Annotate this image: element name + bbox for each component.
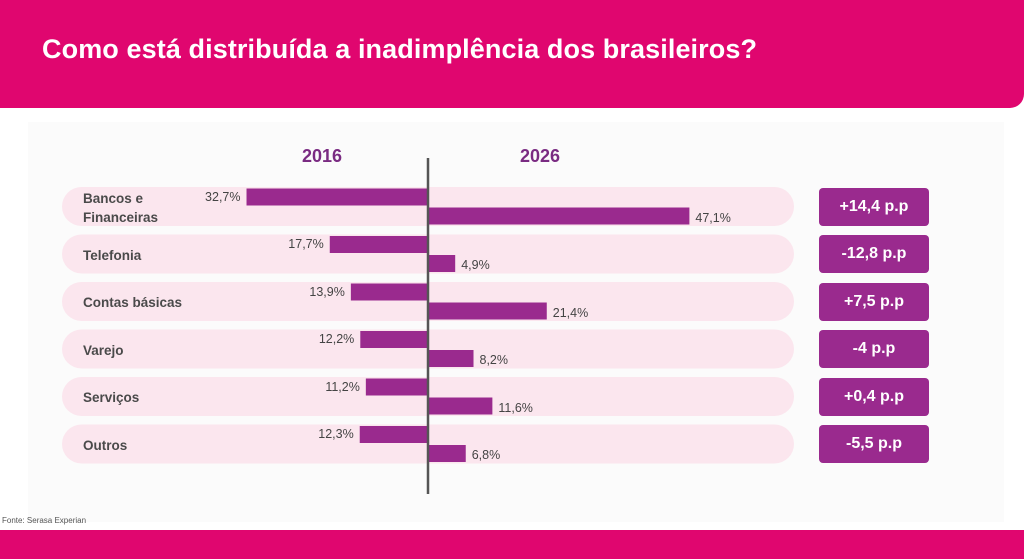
value-label-2026: 11,6% [498, 400, 533, 415]
difference-badge: -4 p.p [819, 330, 929, 368]
category-label-line: Varejo [83, 342, 124, 358]
bar-2026 [428, 350, 474, 367]
bar-2026 [428, 255, 456, 272]
difference-badge: +14,4 p.p [819, 187, 929, 226]
bar-2026 [428, 207, 690, 225]
difference-badge: -5,5 p.p [819, 425, 929, 463]
bar-2016 [360, 331, 428, 348]
category-label-line: Telefonia [83, 247, 142, 263]
difference-badge: +7,5 p.p [819, 282, 929, 321]
category-label-line: Serviços [83, 390, 140, 405]
value-label-2016: 17,7% [288, 237, 324, 251]
category-label-line: Financeiras [83, 209, 159, 225]
value-label-2016: 13,9% [309, 284, 345, 299]
difference-badge: +0,4 p.p [819, 377, 929, 416]
category-label: Serviços [83, 388, 193, 407]
category-label-line: Bancos e [83, 190, 144, 206]
bar-2016 [365, 378, 428, 396]
bar-2026 [428, 397, 493, 415]
value-label-2016: 11,2% [325, 379, 360, 394]
bar-2016 [350, 283, 428, 301]
value-label-2026: 8,2% [479, 353, 509, 367]
category-label: Contas básicas [83, 293, 193, 312]
category-label: Outros [83, 436, 193, 455]
bar-2026 [428, 302, 547, 320]
value-label-2026: 47,1% [695, 210, 731, 225]
value-label-2016: 32,7% [205, 189, 241, 204]
value-label-2026: 4,9% [461, 258, 490, 272]
footer-banner [0, 530, 1024, 559]
difference-badge: -12,8 p.p [819, 235, 929, 273]
bar-2016 [246, 188, 428, 206]
series-label-2026: 2026 [519, 146, 561, 166]
bar-2016 [329, 236, 428, 253]
series-label-2016: 2016 [301, 146, 343, 166]
category-label: Telefonia [83, 246, 193, 265]
category-label: Varejo [83, 341, 193, 360]
value-label-2026: 6,8% [471, 448, 501, 462]
category-label-line: Outros [83, 437, 128, 453]
bar-2026 [428, 445, 466, 462]
chart-title: Como está distribuída a inadimplência do… [42, 34, 758, 64]
bar-2016 [359, 426, 428, 443]
value-label-2026: 21,4% [552, 305, 589, 320]
category-label: Bancos e Financeiras [83, 189, 193, 227]
source-note: Fonte: Serasa Experian [2, 516, 87, 525]
category-label-line: Contas básicas [83, 295, 183, 310]
header-banner: Como está distribuída a inadimplência do… [0, 0, 1024, 108]
value-label-2016: 12,3% [318, 427, 354, 441]
value-label-2016: 12,2% [318, 332, 355, 346]
